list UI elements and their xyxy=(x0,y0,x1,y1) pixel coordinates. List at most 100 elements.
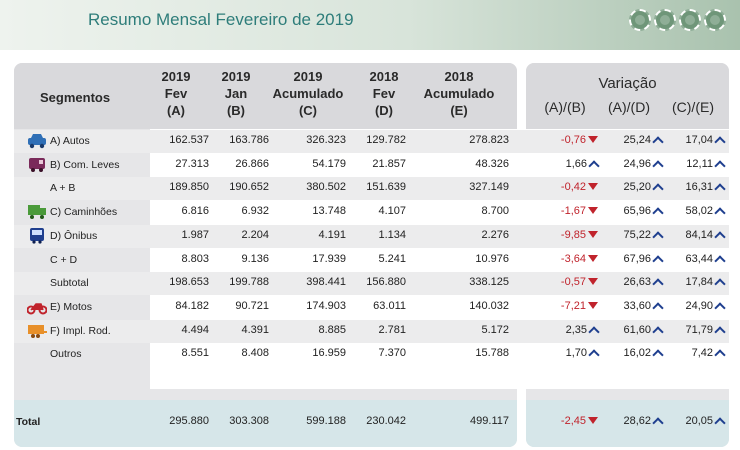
value-cell: 2.276 xyxy=(481,228,509,241)
value-cell: 599.188 xyxy=(306,415,346,427)
variation-cell: -7,21 xyxy=(536,300,598,312)
variation-cell: 12,11 xyxy=(662,158,724,170)
value-cell: 8.885 xyxy=(318,323,346,336)
var-col-header: (C)/(E) xyxy=(672,99,714,115)
arrow-up-icon xyxy=(653,135,662,143)
value-cell: 140.032 xyxy=(469,299,509,312)
value-cell: 327.149 xyxy=(469,181,509,194)
segment-label: Outros xyxy=(50,348,82,361)
variation-cell: 63,44 xyxy=(662,253,724,265)
value-cell: 16.959 xyxy=(312,347,346,360)
value-cell: 190.652 xyxy=(229,181,269,194)
segmentos-header: Segmentos xyxy=(40,90,111,105)
value-cell: 2.204 xyxy=(241,228,269,241)
arrow-up-icon xyxy=(589,325,598,333)
value-cell: 199.788 xyxy=(229,276,269,289)
variation-cell: 61,60 xyxy=(600,324,662,336)
value-cell: 303.308 xyxy=(229,415,269,427)
value-cell: 151.639 xyxy=(366,181,406,194)
variation-cell: -9,85 xyxy=(536,229,598,241)
arrow-up-icon xyxy=(715,348,724,356)
value-cell: 54.179 xyxy=(312,157,346,170)
variation-cell: 25,24 xyxy=(600,134,662,146)
var-col-header: (A)/(B) xyxy=(544,99,586,115)
arrow-up-icon xyxy=(715,416,724,424)
total-row: Total 295.880 303.308 599.188 230.042 499.117… xyxy=(14,411,729,434)
bus-icon xyxy=(27,227,47,244)
segment-label: Subtotal xyxy=(50,277,89,290)
col-header: 2018 Acumulado (E) xyxy=(423,69,495,118)
variation-cell: 16,31 xyxy=(662,181,724,193)
arrow-up-icon xyxy=(653,206,662,214)
col-header: 2019 Acumulado (C) xyxy=(272,69,344,118)
value-cell: 13.748 xyxy=(312,205,346,218)
segment-label: E) Motos xyxy=(50,300,93,313)
arrow-up-icon xyxy=(653,348,662,356)
value-cell: 6.932 xyxy=(241,205,269,218)
variation-cell: 67,96 xyxy=(600,253,662,265)
value-cell: 163.786 xyxy=(229,134,269,146)
arrow-up-icon xyxy=(715,254,724,262)
value-cell: 230.042 xyxy=(366,415,406,427)
value-cell: 499.117 xyxy=(470,415,509,427)
gear-logo-icon xyxy=(654,9,676,31)
table-row: A) Autos 162.537 163.786 326.323 129.782 278.… xyxy=(14,130,729,153)
value-cell: 326.323 xyxy=(306,134,346,146)
gear-logo-icon xyxy=(629,9,651,31)
arrow-up-icon xyxy=(715,301,724,309)
arrow-down-icon xyxy=(588,136,598,143)
variation-cell: 17,04 xyxy=(662,134,724,146)
van-icon xyxy=(27,156,47,173)
value-cell: 8.408 xyxy=(241,347,269,360)
value-cell: 48.326 xyxy=(475,157,509,170)
table-row: A + B 189.850 190.652 380.502 151.639 327.149… xyxy=(14,177,729,201)
table-row: B) Com. Leves 27.313 26.866 54.179 21.857 48.… xyxy=(14,154,729,177)
arrow-up-icon xyxy=(715,135,724,143)
variation-cell: 17,84 xyxy=(662,276,724,288)
value-cell: 63.011 xyxy=(373,299,406,312)
trailer-icon xyxy=(27,322,47,339)
arrow-up-icon xyxy=(653,277,662,285)
value-cell: 162.537 xyxy=(169,134,209,146)
segment-label: A) Autos xyxy=(50,135,90,147)
table-row: E) Motos 84.182 90.721 174.903 63.011 140.032… xyxy=(14,296,729,319)
value-cell: 17.939 xyxy=(312,252,346,265)
arrow-up-icon xyxy=(715,206,724,214)
arrow-down-icon xyxy=(588,183,598,191)
variation-cell: -2,45 xyxy=(536,415,598,427)
value-cell: 26.866 xyxy=(235,157,269,170)
variation-cell: 1,70 xyxy=(536,347,598,359)
value-cell: 6.816 xyxy=(181,205,209,218)
variation-cell: 2,35 xyxy=(536,324,598,336)
arrow-down-icon xyxy=(588,278,598,286)
arrow-down-icon xyxy=(588,417,598,424)
segment-label: Total xyxy=(16,416,41,428)
segment-label: C + D xyxy=(50,253,78,266)
arrow-up-icon xyxy=(653,254,662,262)
table-row: C) Caminhões 6.816 6.932 13.748 4.107 8.700 -1… xyxy=(14,201,729,224)
arrow-up-icon xyxy=(715,230,724,238)
value-cell: 5.172 xyxy=(481,323,509,336)
col-header: 2018 Fev (D) xyxy=(369,69,399,118)
table-row: Outros 8.551 8.408 16.959 7.370 15.788 1,70 16,… xyxy=(14,343,729,366)
value-cell: 338.125 xyxy=(469,276,509,289)
variation-cell: 71,79 xyxy=(662,324,724,336)
var-col-header: (A)/(D) xyxy=(608,99,650,115)
variation-cell: -0,57 xyxy=(536,276,598,288)
truck-icon xyxy=(27,203,47,220)
value-cell: 21.857 xyxy=(372,157,406,170)
arrow-up-icon xyxy=(653,325,662,333)
segment-label: A + B xyxy=(50,182,76,195)
value-cell: 295.880 xyxy=(169,415,209,427)
variation-cell: -0,76 xyxy=(536,134,598,146)
variation-cell: 1,66 xyxy=(536,158,598,170)
arrow-up-icon xyxy=(715,277,724,285)
value-cell: 8.803 xyxy=(181,252,209,265)
arrow-down-icon xyxy=(588,230,598,238)
variation-cell: 75,22 xyxy=(600,229,662,241)
value-cell: 10.976 xyxy=(475,252,509,265)
gear-logo-icon xyxy=(704,9,726,31)
value-cell: 27.313 xyxy=(175,157,209,170)
col-header: 2019 Jan (B) xyxy=(221,69,251,118)
table-row: Subtotal 198.653 199.788 398.441 156.880 338.… xyxy=(14,272,729,296)
